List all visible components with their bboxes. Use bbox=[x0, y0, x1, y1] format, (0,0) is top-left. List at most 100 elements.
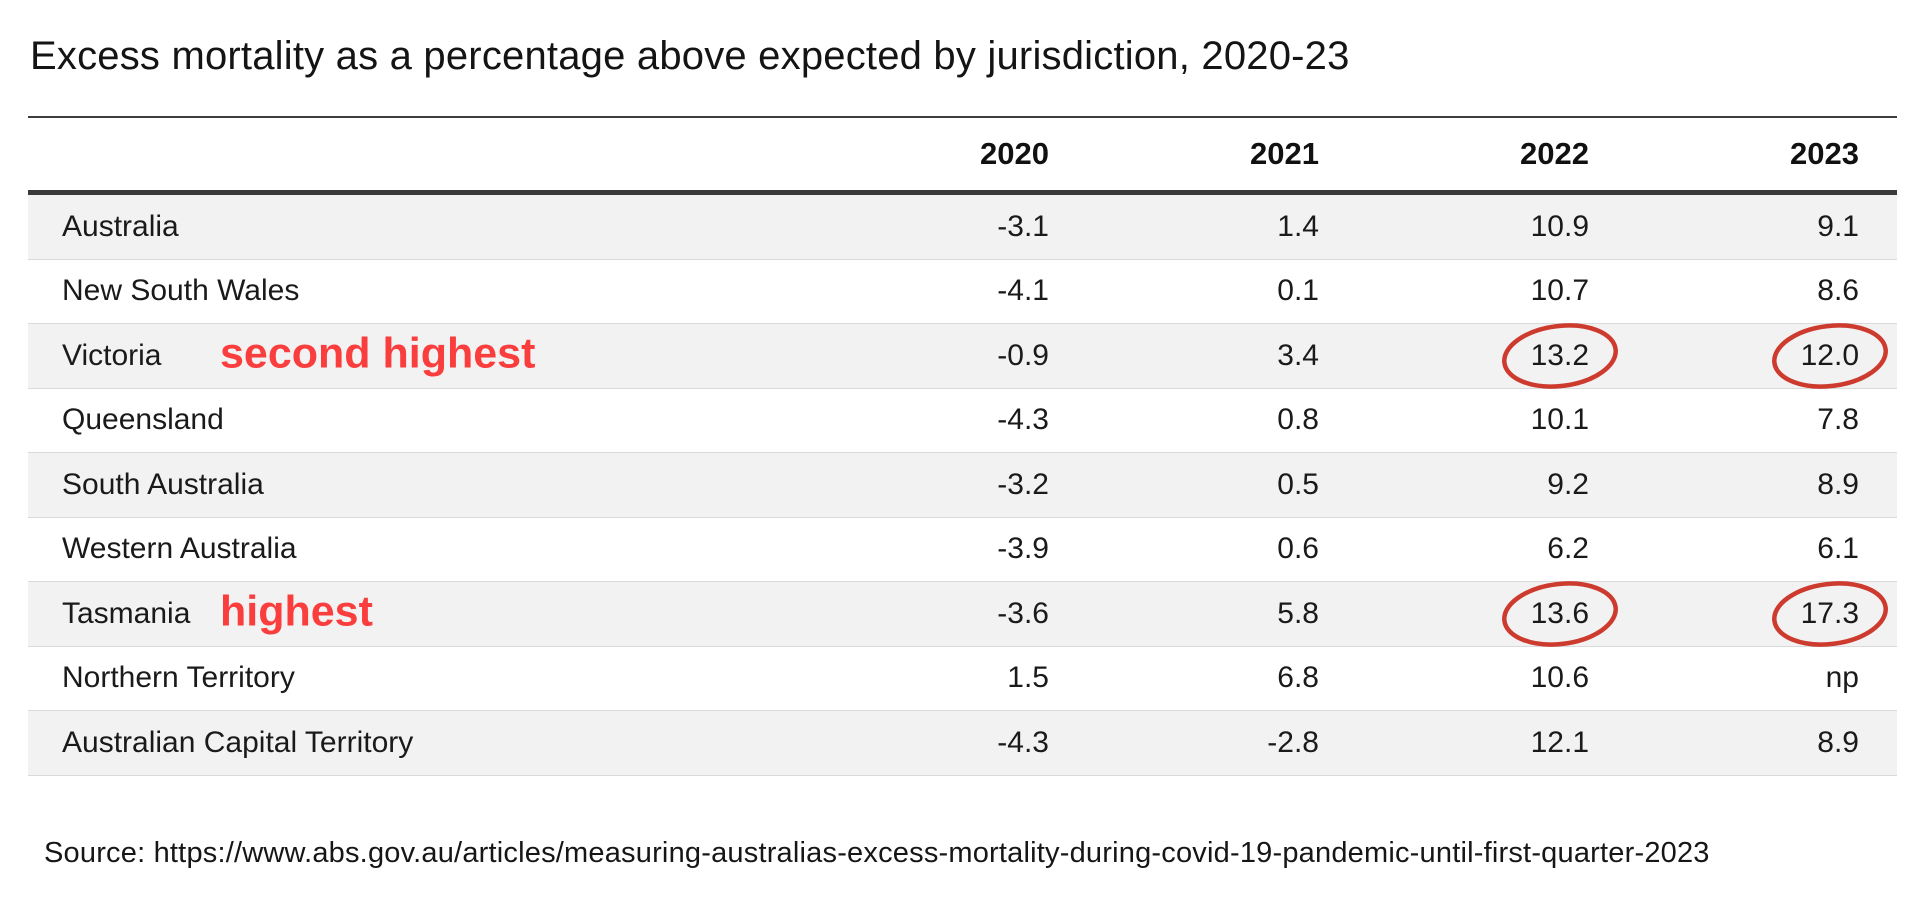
jurisdiction-label: Northern Territory bbox=[62, 661, 295, 695]
table-row: Tasmania highest -3.6 5.8 13.6 17.3 bbox=[28, 580, 1897, 647]
jurisdiction-label: Victoria bbox=[62, 338, 162, 372]
value-text: 9.1 bbox=[1817, 210, 1859, 243]
value-number: 0.5 bbox=[1277, 467, 1319, 501]
value-cell-2022: 10.9 bbox=[1357, 210, 1627, 244]
jurisdiction-label: Queensland bbox=[62, 403, 224, 437]
value-number: 6.8 bbox=[1277, 661, 1319, 695]
value-cell-2022: 12.1 bbox=[1357, 726, 1627, 760]
value-text: -0.9 bbox=[997, 339, 1049, 372]
value-text: 13.2 bbox=[1501, 322, 1618, 389]
value-cell-2023: 9.1 bbox=[1627, 210, 1897, 244]
value-cell-2020: -4.1 bbox=[817, 274, 1087, 308]
value-text: 10.9 bbox=[1531, 210, 1589, 243]
jurisdiction-cell: Victoria bbox=[28, 339, 817, 373]
value-cell-2021: -2.8 bbox=[1087, 726, 1357, 760]
value-text: -4.3 bbox=[997, 726, 1049, 759]
value-cell-2021: 5.8 bbox=[1087, 597, 1357, 631]
annotation-label: second highest bbox=[220, 329, 536, 378]
value-text: 9.2 bbox=[1547, 468, 1589, 501]
value-cell-2022: 10.6 bbox=[1357, 661, 1627, 695]
value-cell-2023: 17.3 bbox=[1627, 580, 1897, 647]
value-number: 10.9 bbox=[1530, 209, 1589, 243]
table-body: Australia -3.1 1.4 10.9 9.1 New South Wales -4… bbox=[28, 195, 1897, 776]
jurisdiction-cell: Western Australia bbox=[28, 532, 817, 566]
value-cell-2023: np bbox=[1627, 661, 1897, 695]
value-text: 1.5 bbox=[1007, 661, 1049, 694]
value-number: 9.2 bbox=[1547, 467, 1589, 501]
value-number: -0.9 bbox=[997, 338, 1049, 372]
value-cell-2020: -3.9 bbox=[817, 532, 1087, 566]
value-number: -3.9 bbox=[997, 532, 1049, 566]
value-number: 0.6 bbox=[1277, 532, 1319, 566]
value-cell-2022: 10.1 bbox=[1357, 403, 1627, 437]
table-row: Northern Territory 1.5 6.8 10.6 np bbox=[28, 646, 1897, 711]
value-text: 5.8 bbox=[1277, 597, 1319, 630]
value-cell-2021: 0.8 bbox=[1087, 403, 1357, 437]
table-row: Victoria second highest -0.9 3.4 13.2 12.0 bbox=[28, 322, 1897, 389]
jurisdiction-label: New South Wales bbox=[62, 274, 300, 308]
jurisdiction-cell: Northern Territory bbox=[28, 661, 817, 695]
table-row: South Australia -3.2 0.5 9.2 8.9 bbox=[28, 453, 1897, 518]
value-number: 6.1 bbox=[1817, 532, 1859, 566]
jurisdiction-cell: South Australia bbox=[28, 468, 817, 502]
value-number: 10.6 bbox=[1530, 661, 1589, 695]
value-text: np bbox=[1826, 661, 1859, 694]
value-number: 1.4 bbox=[1277, 209, 1319, 243]
value-number: -4.1 bbox=[997, 274, 1049, 308]
value-number: 9.1 bbox=[1817, 209, 1859, 243]
jurisdiction-cell: New South Wales bbox=[28, 274, 817, 308]
value-cell-2020: 1.5 bbox=[817, 661, 1087, 695]
value-number: 12.0 bbox=[1800, 338, 1859, 372]
value-number: -3.6 bbox=[997, 596, 1049, 630]
value-text: 8.9 bbox=[1817, 726, 1859, 759]
mortality-table: 2020 2021 2022 2023 Australia -3.1 1.4 10.9 9.1… bbox=[28, 116, 1897, 776]
value-number: -4.3 bbox=[997, 725, 1049, 759]
value-cell-2022: 9.2 bbox=[1357, 468, 1627, 502]
value-number: 8.9 bbox=[1817, 467, 1859, 501]
value-text: -3.6 bbox=[997, 597, 1049, 630]
value-cell-2023: 8.6 bbox=[1627, 274, 1897, 308]
value-cell-2020: -0.9 bbox=[817, 339, 1087, 373]
value-cell-2020: -4.3 bbox=[817, 403, 1087, 437]
value-cell-2023: 7.8 bbox=[1627, 403, 1897, 437]
header-year-2023: 2023 bbox=[1790, 136, 1859, 171]
value-number: -2.8 bbox=[1267, 725, 1319, 759]
jurisdiction-label: Australia bbox=[62, 209, 179, 243]
value-number: 10.7 bbox=[1530, 274, 1589, 308]
value-number: np bbox=[1825, 661, 1859, 695]
value-number: -3.2 bbox=[997, 467, 1049, 501]
value-number: -3.1 bbox=[997, 209, 1049, 243]
value-text: 6.8 bbox=[1277, 661, 1319, 694]
value-cell-2023: 6.1 bbox=[1627, 532, 1897, 566]
value-number: 10.1 bbox=[1530, 403, 1589, 437]
value-text: 12.1 bbox=[1531, 726, 1589, 759]
value-cell-2020: -3.2 bbox=[817, 468, 1087, 502]
value-text: -3.9 bbox=[997, 532, 1049, 565]
value-number: 0.1 bbox=[1277, 274, 1319, 308]
jurisdiction-label: Australian Capital Territory bbox=[62, 725, 414, 759]
value-text: 6.1 bbox=[1817, 532, 1859, 565]
value-number: 12.1 bbox=[1530, 725, 1589, 759]
value-number: 13.6 bbox=[1530, 596, 1589, 630]
value-text: -3.2 bbox=[997, 468, 1049, 501]
value-text: 8.9 bbox=[1817, 468, 1859, 501]
jurisdiction-label: South Australia bbox=[62, 467, 264, 501]
value-text: -4.1 bbox=[997, 274, 1049, 307]
table-row: Queensland -4.3 0.8 10.1 7.8 bbox=[28, 388, 1897, 453]
value-number: 3.4 bbox=[1277, 338, 1319, 372]
header-year-2020: 2020 bbox=[980, 136, 1049, 171]
table-header-row: 2020 2021 2022 2023 bbox=[28, 118, 1897, 195]
jurisdiction-cell: Tasmania bbox=[28, 597, 817, 631]
value-cell-2022: 13.2 bbox=[1357, 322, 1627, 389]
value-text: 10.6 bbox=[1531, 661, 1589, 694]
value-text: 0.6 bbox=[1277, 532, 1319, 565]
value-text: 0.5 bbox=[1277, 468, 1319, 501]
value-text: 8.6 bbox=[1817, 274, 1859, 307]
value-cell-2023: 12.0 bbox=[1627, 322, 1897, 389]
header-year-2022: 2022 bbox=[1520, 136, 1589, 171]
annotation-label: highest bbox=[220, 587, 373, 636]
table-row: Australian Capital Territory -4.3 -2.8 12.1… bbox=[28, 711, 1897, 776]
value-number: 17.3 bbox=[1800, 596, 1859, 630]
value-number: 0.8 bbox=[1277, 403, 1319, 437]
